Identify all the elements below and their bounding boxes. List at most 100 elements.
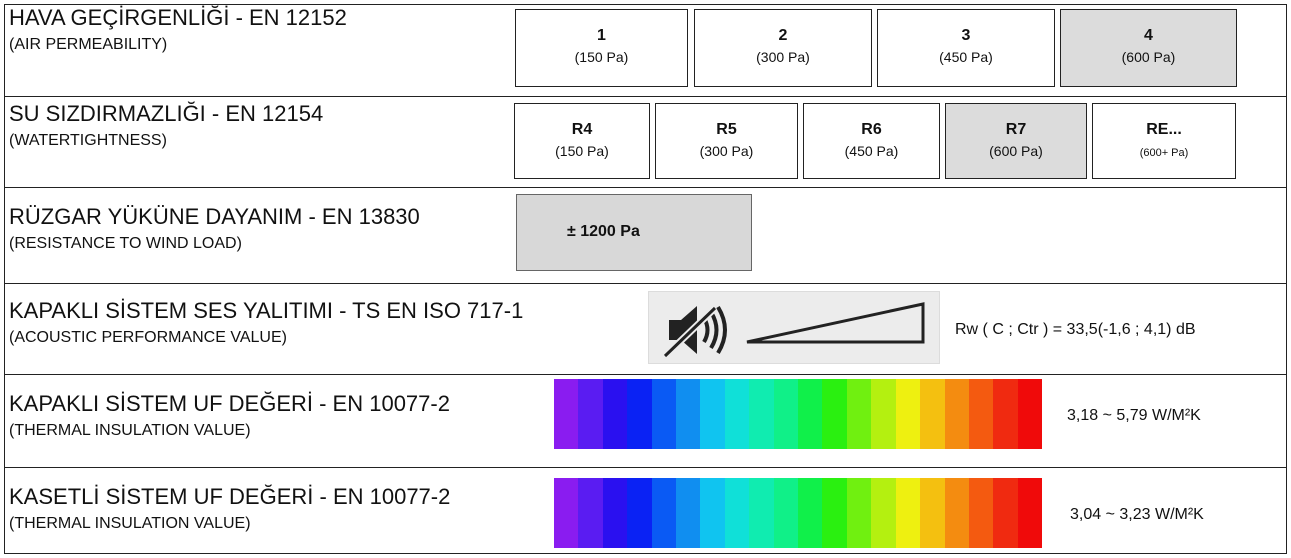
spectrum-stripe xyxy=(920,478,945,548)
spectrum-stripe xyxy=(700,379,725,449)
row-title: RÜZGAR YÜKÜNE DAYANIM - EN 13830 xyxy=(9,204,420,229)
spectrum-stripe xyxy=(602,478,628,548)
class-box-1: 1 (150 Pa) xyxy=(515,9,688,87)
class-code: 4 xyxy=(1144,27,1153,44)
spectrum-stripe xyxy=(871,478,896,548)
wind-load-value-box: ± 1200 Pa xyxy=(516,194,752,271)
mute-speaker-icon xyxy=(662,302,925,359)
row-watertightness: SU SIZDIRMAZLIĞI - EN 12154 (WATERTIGHTN… xyxy=(5,97,1286,188)
spectrum-stripe xyxy=(895,379,921,449)
spectrum-stripe xyxy=(846,379,872,449)
spectrum-stripe xyxy=(1017,379,1043,449)
class-box-4-selected: 4 (600 Pa) xyxy=(1060,9,1237,87)
spectrum-stripe xyxy=(846,478,872,548)
class-pressure: (300 Pa) xyxy=(699,143,754,159)
spectrum-stripe xyxy=(578,478,603,548)
spectrum-stripe xyxy=(944,379,969,449)
spectrum-stripe xyxy=(944,478,969,548)
spectrum-stripe xyxy=(749,379,774,449)
class-box-r4: R4 (150 Pa) xyxy=(514,103,650,179)
row-subtitle: (AIR PERMEABILITY) xyxy=(9,36,168,53)
class-pressure: (450 Pa) xyxy=(939,49,993,65)
spectrum-stripe xyxy=(968,379,994,449)
acoustic-graphic xyxy=(648,291,940,364)
class-code: R4 xyxy=(571,121,593,138)
class-code: R6 xyxy=(861,121,882,138)
spectrum-stripe xyxy=(602,379,628,449)
performance-table: HAVA GEÇİRGENLİĞİ - EN 12152 (AIR PERMEA… xyxy=(4,4,1287,554)
row-title: KAPAKLI SİSTEM SES YALITIMI - TS EN ISO … xyxy=(9,298,524,323)
spectrum-stripe xyxy=(993,478,1018,548)
spectrum-stripe xyxy=(651,379,677,449)
row-wind-load: RÜZGAR YÜKÜNE DAYANIM - EN 13830 (RESIST… xyxy=(5,188,1286,284)
spectrum-stripe xyxy=(651,478,677,548)
row-title: SU SIZDIRMAZLIĞI - EN 12154 xyxy=(9,101,324,126)
spectrum-stripe xyxy=(1017,478,1043,548)
spectrum-stripe xyxy=(627,379,652,449)
class-code: 2 xyxy=(778,27,788,44)
row-label: KAPAKLI SİSTEM UF DEĞERİ - EN 10077-2 (T… xyxy=(9,391,450,441)
class-box-r6: R6 (450 Pa) xyxy=(803,103,940,179)
wind-load-value: ± 1200 Pa xyxy=(567,223,640,240)
row-subtitle: (THERMAL INSULATION VALUE) xyxy=(9,422,251,439)
class-box-re: RE... (600+ Pa) xyxy=(1092,103,1236,179)
row-acoustic: KAPAKLI SİSTEM SES YALITIMI - TS EN ISO … xyxy=(5,284,1286,375)
class-box-3: 3 (450 Pa) xyxy=(877,9,1055,87)
row-subtitle: (WATERTIGHTNESS) xyxy=(9,132,167,149)
thermal-spectrum-bar xyxy=(554,379,1043,449)
spectrum-stripe xyxy=(554,478,579,548)
spectrum-stripe xyxy=(627,478,652,548)
spectrum-stripe xyxy=(871,379,896,449)
class-code: RE... xyxy=(1146,121,1182,138)
spectrum-stripe xyxy=(724,478,750,548)
spectrum-stripe xyxy=(822,379,847,449)
class-box-r5: R5 (300 Pa) xyxy=(655,103,798,179)
row-subtitle: (ACOUSTIC PERFORMANCE VALUE) xyxy=(9,329,287,346)
spectrum-stripe xyxy=(968,478,994,548)
class-pressure: (600 Pa) xyxy=(989,143,1043,159)
thermal-spectrum-bar xyxy=(554,478,1043,548)
spectrum-stripe xyxy=(798,379,823,449)
row-uf-cassette: KASETLİ SİSTEM UF DEĞERİ - EN 10077-2 (T… xyxy=(5,468,1286,555)
class-code: R5 xyxy=(716,121,737,138)
class-pressure: (150 Pa) xyxy=(555,143,609,159)
spectrum-stripe xyxy=(749,478,774,548)
spectrum-stripe xyxy=(724,379,750,449)
spectrum-stripe xyxy=(676,379,701,449)
spectrum-stripe xyxy=(554,379,579,449)
class-pressure: (600+ Pa) xyxy=(1139,147,1189,159)
class-pressure: (150 Pa) xyxy=(574,49,629,65)
class-code: 1 xyxy=(597,27,606,44)
row-subtitle: (RESISTANCE TO WIND LOAD) xyxy=(9,235,242,252)
row-subtitle: (THERMAL INSULATION VALUE) xyxy=(9,515,251,532)
row-title: KAPAKLI SİSTEM UF DEĞERİ - EN 10077-2 xyxy=(9,391,450,416)
row-title: KASETLİ SİSTEM UF DEĞERİ - EN 10077-2 xyxy=(9,484,451,509)
row-label: HAVA GEÇİRGENLİĞİ - EN 12152 (AIR PERMEA… xyxy=(9,5,347,55)
spectrum-stripe xyxy=(773,478,799,548)
spectrum-stripe xyxy=(676,478,701,548)
row-label: RÜZGAR YÜKÜNE DAYANIM - EN 13830 (RESIST… xyxy=(9,204,420,254)
spectrum-stripe xyxy=(895,478,921,548)
class-code: R7 xyxy=(1005,121,1027,138)
row-uf-capped: KAPAKLI SİSTEM UF DEĞERİ - EN 10077-2 (T… xyxy=(5,375,1286,468)
class-pressure: (300 Pa) xyxy=(756,49,810,65)
row-label: KASETLİ SİSTEM UF DEĞERİ - EN 10077-2 (T… xyxy=(9,484,450,534)
class-pressure: (600 Pa) xyxy=(1121,49,1176,65)
uf-cassette-value: 3,04 ~ 3,23 W/M²K xyxy=(1070,506,1204,523)
spectrum-stripe xyxy=(993,379,1018,449)
spectrum-stripe xyxy=(920,379,945,449)
uf-capped-value: 3,18 ~ 5,79 W/M²K xyxy=(1067,407,1201,424)
class-box-2: 2 (300 Pa) xyxy=(694,9,872,87)
class-code: 3 xyxy=(961,27,971,44)
row-label: KAPAKLI SİSTEM SES YALITIMI - TS EN ISO … xyxy=(9,298,523,348)
spectrum-stripe xyxy=(798,478,823,548)
row-air-permeability: HAVA GEÇİRGENLİĞİ - EN 12152 (AIR PERMEA… xyxy=(5,5,1286,97)
spectrum-stripe xyxy=(773,379,799,449)
row-label: SU SIZDIRMAZLIĞI - EN 12154 (WATERTIGHTN… xyxy=(9,101,323,151)
acoustic-value: Rw ( C ; Ctr ) = 33,5(-1,6 ; 4,1) dB xyxy=(955,321,1196,338)
class-box-r7-selected: R7 (600 Pa) xyxy=(945,103,1087,179)
class-pressure: (450 Pa) xyxy=(844,143,899,159)
spectrum-stripe xyxy=(578,379,603,449)
spectrum-stripe xyxy=(822,478,847,548)
spectrum-stripe xyxy=(700,478,725,548)
